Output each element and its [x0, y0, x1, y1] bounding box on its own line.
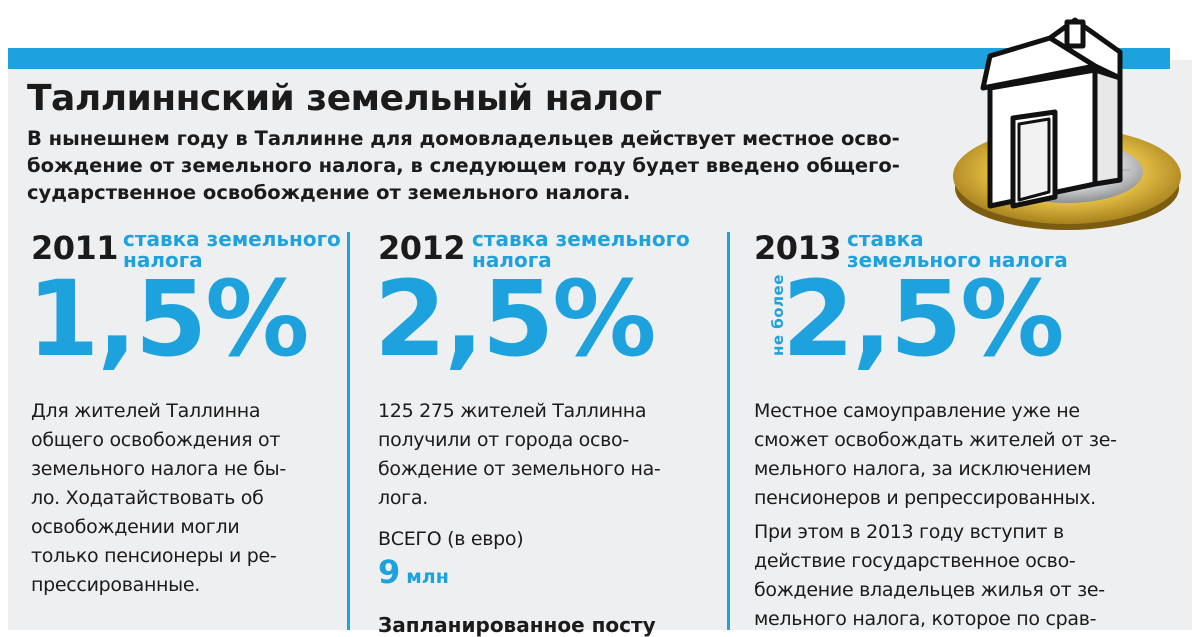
rate-label: ставка земельного налога: [472, 229, 690, 271]
description-line: пенсионеров и репрессированных.: [754, 487, 1096, 509]
column-description: Для жителей Таллинна общего освобождения…: [31, 397, 286, 600]
year-column-2012: 2012 ставка земельного налога 2,5% 125 2…: [374, 225, 718, 637]
description-line: Для жителей Таллинна: [31, 400, 261, 422]
description-line: прессированные.: [31, 574, 201, 596]
description-line: сможет освобождать жителей от зе-: [754, 429, 1117, 451]
description-line: действие государственное осво-: [754, 550, 1076, 572]
year-label: 2013: [754, 229, 842, 267]
year-label: 2012: [378, 229, 466, 267]
rate-label-line: ставка земельного: [123, 227, 341, 251]
description-line: При этом в 2013 году вступит в: [754, 521, 1064, 543]
lead-paragraph: В нынешнем году в Таллинне для домовладе…: [27, 125, 947, 206]
column-description: Местное самоуправление уже не сможет осв…: [754, 397, 1117, 513]
description-line: только пенсионеры и ре-: [31, 545, 277, 567]
house-on-coin-illustration: [953, 17, 1181, 230]
accent-bar: [8, 48, 1170, 69]
lead-line: В нынешнем году в Таллинне для домовладе…: [27, 127, 900, 150]
rate-label-line: налога: [123, 248, 203, 272]
description-line: мельного налога, за исключением: [754, 458, 1092, 480]
column-divider: [727, 232, 730, 630]
description-line: Местное самоуправление уже не: [754, 400, 1080, 422]
year-column-2013: 2013 ставка земельного налога не более 2…: [754, 225, 1174, 631]
description-line: ло. Ходатайствовать об: [31, 487, 264, 509]
total-amount: 9: [378, 553, 401, 591]
description-line: бождение от земельного на-: [378, 458, 661, 480]
description-line: освобождении могли: [31, 516, 240, 538]
tax-rate-value: 1,5%: [27, 258, 309, 380]
column-description: 125 275 жителей Таллинна получили от гор…: [378, 397, 661, 513]
rate-label-line: ставка: [847, 227, 924, 251]
infographic-title: Таллиннский земельный налог: [27, 78, 662, 119]
description-line: земельного налога не бы-: [31, 458, 286, 480]
rate-label: ставка земельного налога: [123, 229, 341, 271]
description-line: 125 275 жителей Таллинна: [378, 400, 647, 422]
year-label: 2011: [31, 229, 119, 267]
rate-label-line: ставка земельного: [472, 227, 690, 251]
column-divider: [347, 232, 350, 630]
description-line: лога.: [378, 487, 428, 509]
column-description-continued: При этом в 2013 году вступит в действие …: [754, 518, 1105, 634]
description-line: мельного налога, которое по срав-: [754, 608, 1097, 630]
rate-label: ставка земельного налога: [847, 229, 1068, 271]
description-line: общего освобождения от: [31, 429, 281, 451]
lead-line: сударственное освобождение от земельного…: [27, 181, 631, 204]
description-line: получили от города осво-: [378, 429, 629, 451]
total-label: ВСЕГО (в евро): [378, 528, 524, 550]
year-column-2011: 2011 ставка земельного налога 1,5% Для ж…: [27, 225, 341, 630]
truncated-heading: Запланированное посту: [378, 613, 656, 637]
tax-rate-value: 2,5%: [374, 258, 656, 380]
rate-label-line: налога: [472, 248, 552, 272]
rate-label-line: земельного налога: [847, 248, 1068, 272]
description-line: бождение владельцев жилья от зе-: [754, 579, 1105, 601]
tax-rate-value: 2,5%: [782, 258, 1064, 380]
total-unit: млн: [406, 566, 449, 588]
lead-line: бождение от земельного налога, в следующ…: [27, 154, 900, 177]
total-value: 9 млн: [378, 553, 449, 591]
